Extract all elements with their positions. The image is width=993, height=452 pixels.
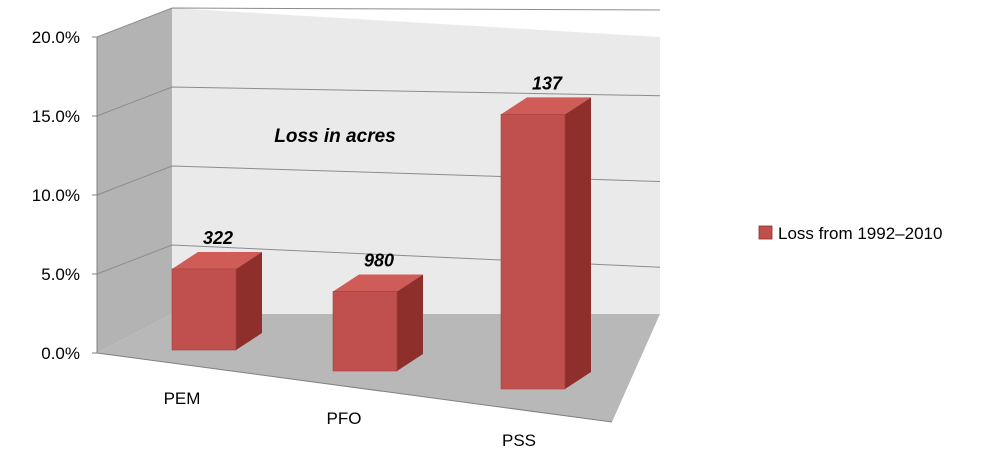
x-axis-labels: PEM PFO PSS [164, 389, 536, 450]
x-tick-label-pfo: PFO [327, 409, 362, 428]
gridline [96, 7, 661, 38]
legend-swatch [758, 225, 773, 240]
x-tick-label-pem: PEM [164, 389, 201, 408]
data-labels: 322 980 137 [203, 73, 563, 270]
bar-side-pfo [397, 274, 423, 371]
y-tick-label: 5.0% [41, 265, 80, 284]
bar-pss [500, 114, 566, 390]
gridline [96, 86, 661, 117]
bar-top-pfo [333, 274, 423, 292]
legend-label: Loss from 1992–2010 [778, 224, 942, 243]
bar-pem [171, 268, 237, 351]
bars [171, 97, 591, 390]
y-axis-ticks: 0.0% 5.0% 10.0% 15.0% 20.0% [32, 28, 97, 363]
chart-annotation: Loss in acres [274, 126, 395, 147]
data-label-pfo: 980 [364, 250, 394, 270]
bar-side-pem [236, 251, 262, 350]
data-label-pss: 137 [532, 73, 563, 93]
y-tick-label: 15.0% [32, 107, 80, 126]
y-tick-label: 20.0% [32, 28, 80, 47]
x-tick-label-pss: PSS [502, 431, 536, 450]
bar-pfo [332, 291, 398, 372]
gridlines [96, 7, 661, 275]
gridline [96, 244, 661, 275]
bar-top-pem [172, 251, 262, 269]
y-tick-label: 0.0% [41, 344, 80, 363]
y-tick-label: 10.0% [32, 186, 80, 205]
category-axis-line [96, 352, 613, 423]
bar-side-pss [565, 97, 591, 389]
gridline [96, 165, 661, 196]
bar-top-pss [501, 97, 591, 115]
data-label-pem: 322 [203, 228, 233, 248]
